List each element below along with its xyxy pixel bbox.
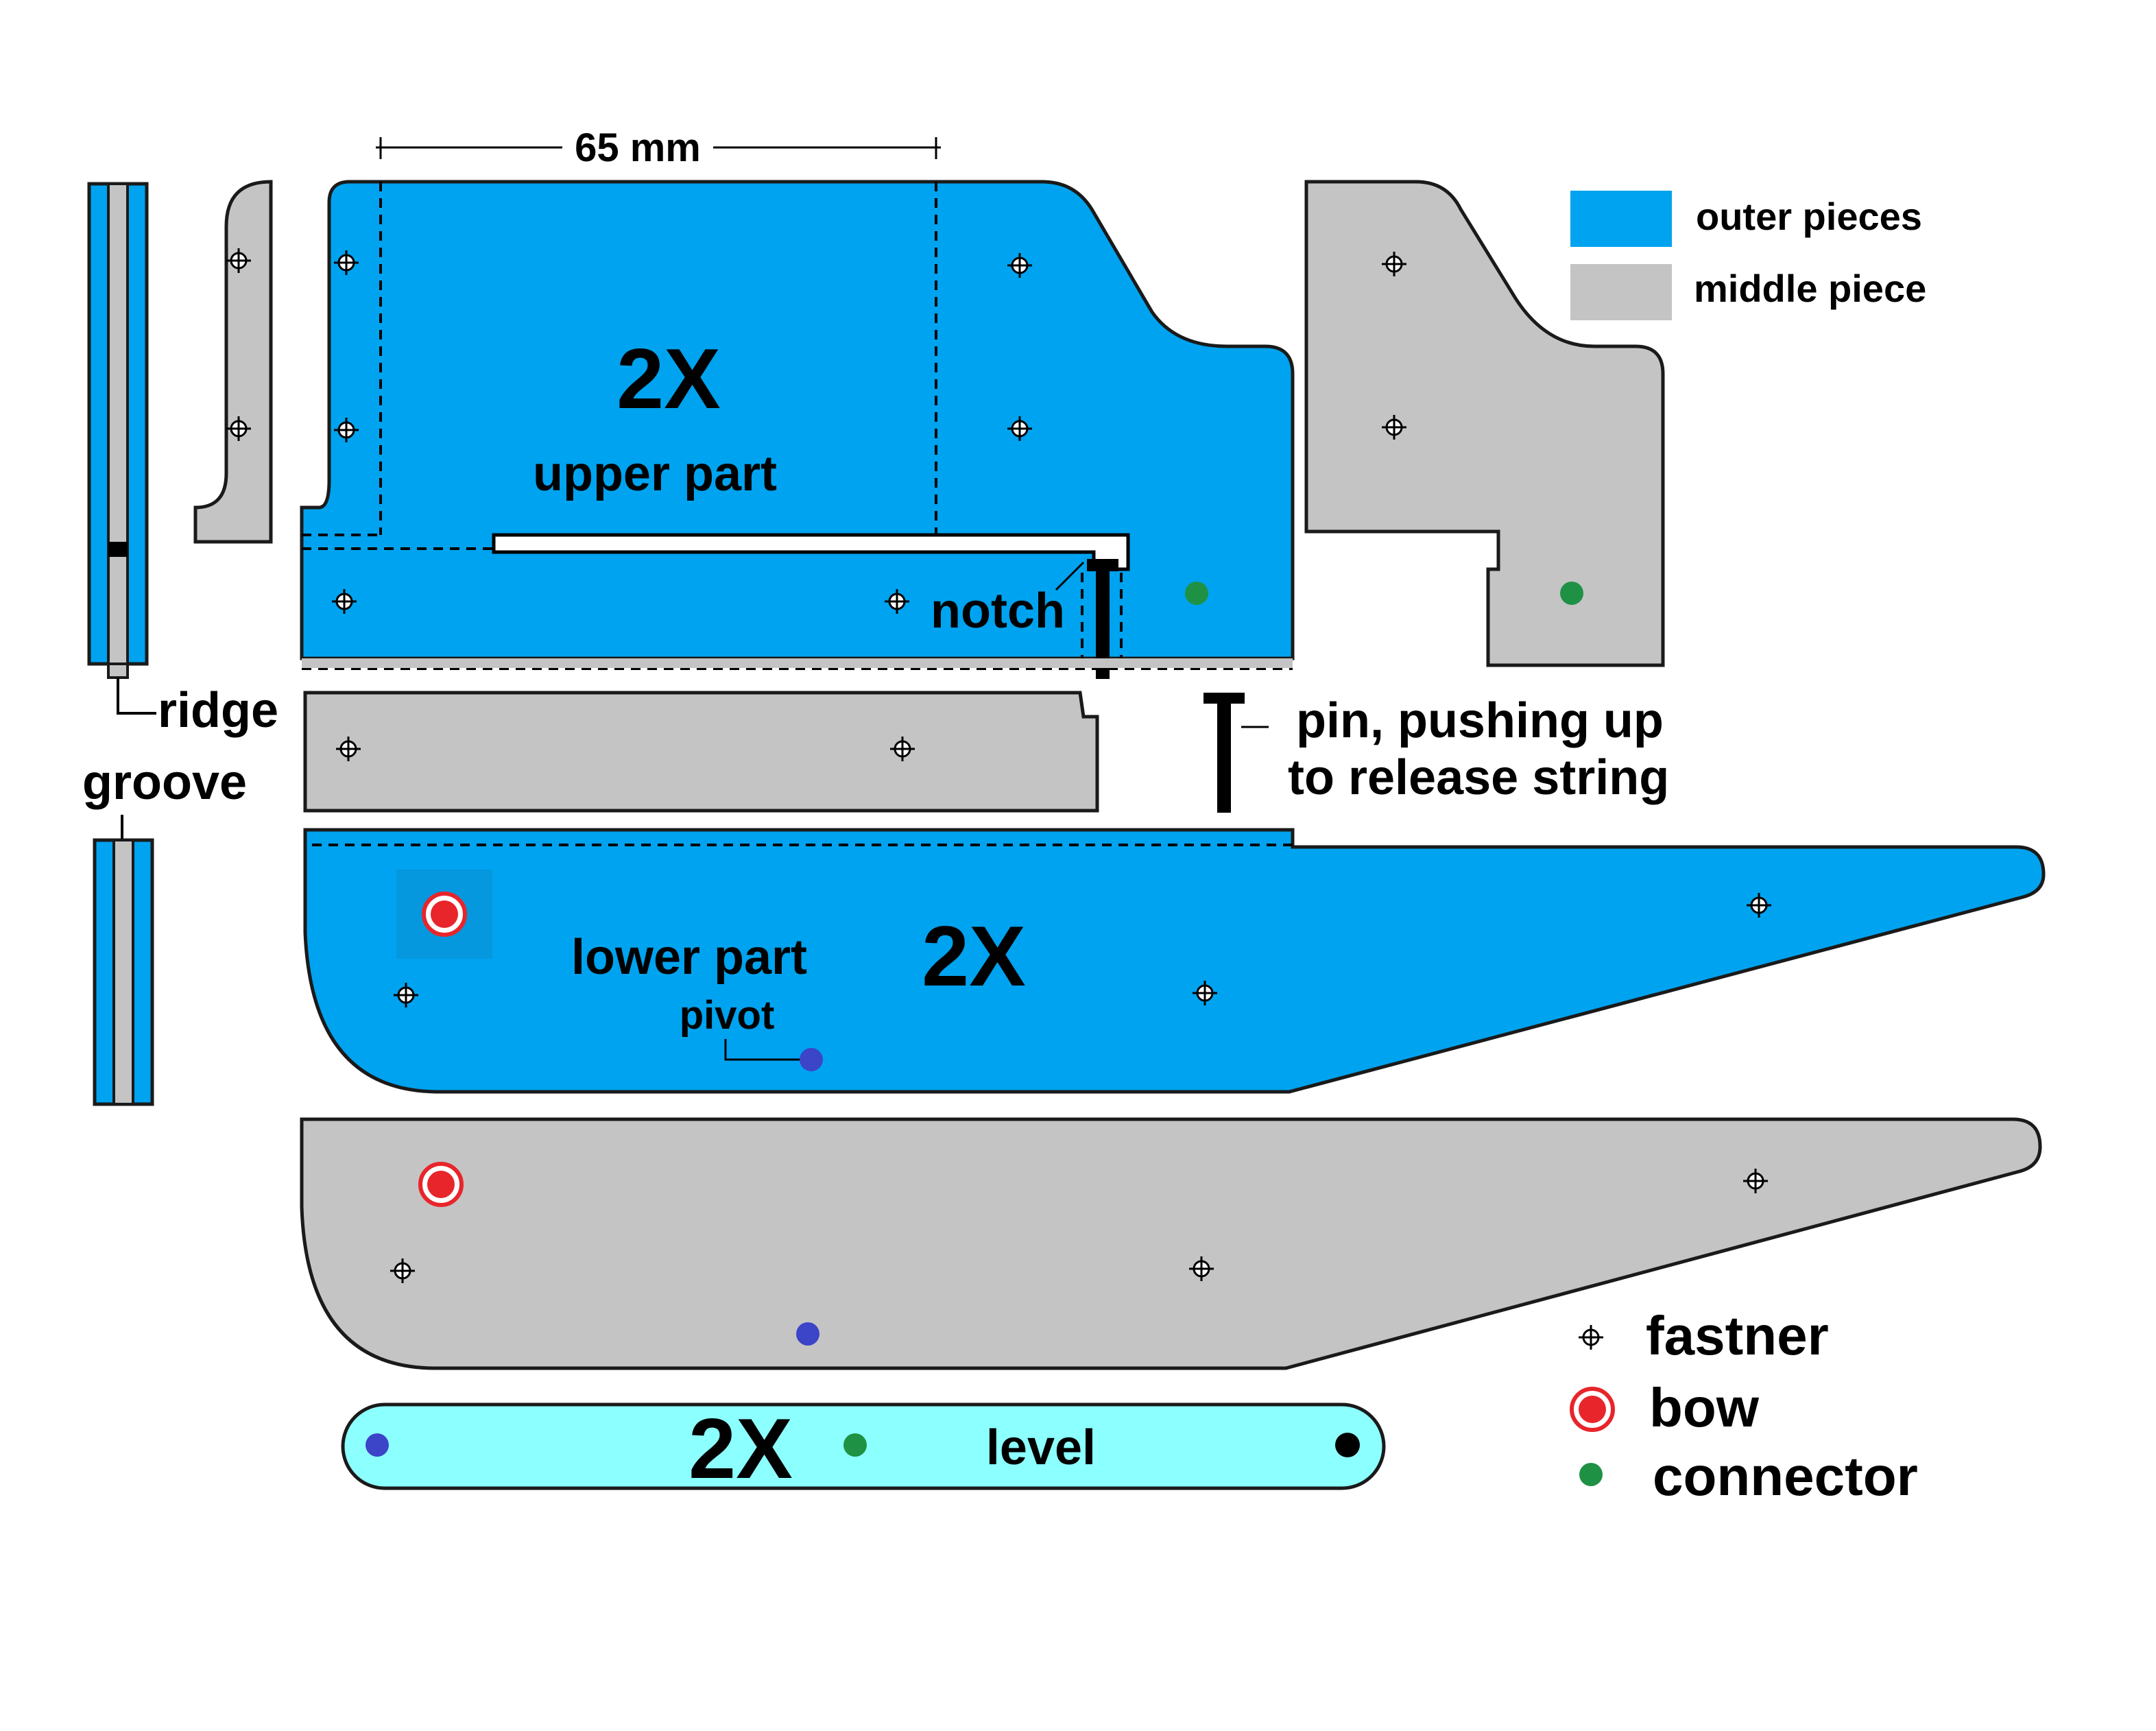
legend-middle-swatch [1570, 264, 1672, 320]
bow-icon [418, 1162, 464, 1207]
fastener-icon [1007, 416, 1032, 441]
pivot-label: pivot [680, 993, 775, 1038]
legend-fastner-label: fastner [1646, 1305, 1829, 1366]
connector-icon [1560, 582, 1583, 605]
fastener-icon [1189, 1256, 1214, 1281]
fastener-icon [334, 250, 359, 275]
fastener-icon [885, 589, 909, 614]
level-multiplier: 2X [688, 1402, 793, 1496]
lower-part-label: lower part [571, 930, 807, 985]
groove-label: groove [82, 755, 247, 810]
level-end-hole [1335, 1433, 1360, 1457]
fastener-icon [394, 983, 418, 1007]
fastener-icon [226, 248, 251, 273]
lower-part-middle-piece [300, 1117, 2042, 1370]
fastener-icon [1193, 981, 1217, 1005]
legend-middle-label: middle piece [1694, 267, 1926, 310]
upper-multiplier: 2X [616, 332, 721, 427]
fastener-icon [1579, 1325, 1603, 1350]
legend-connector-label: connector [1653, 1446, 1918, 1507]
fastener-icon [1743, 1169, 1768, 1193]
fastener-icon [1007, 253, 1032, 278]
upper-part-middle-piece [1304, 180, 1665, 667]
upper-cross-section [87, 182, 156, 715]
fastener-icon [1382, 252, 1406, 276]
fastener-icon [1747, 893, 1771, 918]
fastener-icon [226, 416, 251, 441]
upper-part-outer-piece [300, 180, 1295, 660]
dimension-65mm [376, 137, 941, 159]
fastener-icon [1382, 415, 1406, 440]
connector-icon [1185, 582, 1208, 605]
middle-side-piece [193, 180, 273, 544]
lower-part-outer-piece [303, 828, 2046, 1094]
fastener-icon [890, 737, 915, 761]
level-label: level [986, 1420, 1096, 1475]
legend-outer-label: outer pieces [1696, 195, 1922, 238]
legend: outer pieces middle piece fastner bow co… [1570, 191, 1926, 1507]
pivot-icon [800, 1048, 823, 1071]
bow-icon [1570, 1387, 1615, 1432]
connector-icon [843, 1433, 867, 1457]
middle-trigger-bar [303, 691, 1099, 813]
ridge-label: ridge [158, 683, 278, 738]
pin-label-line2: to release string [1288, 750, 1669, 805]
pivot-icon [366, 1433, 389, 1457]
legend-outer-swatch [1570, 191, 1672, 247]
dimension-label: 65 mm [575, 126, 701, 170]
lower-multiplier: 2X [922, 909, 1026, 1004]
connector-icon [1579, 1463, 1603, 1486]
bow-icon [422, 892, 467, 937]
pin-label-line1: pin, pushing up [1296, 693, 1664, 748]
lower-cross-section [93, 815, 154, 1106]
legend-bow-label: bow [1649, 1377, 1760, 1438]
pin-in-notch [1096, 566, 1110, 679]
fastener-icon [334, 418, 359, 442]
notch-label: notch [931, 584, 1065, 638]
fastener-icon [332, 589, 357, 614]
fastener-icon [336, 737, 361, 761]
fastener-icon [390, 1258, 415, 1283]
fastener-icon [1579, 1325, 1603, 1350]
pivot-icon [796, 1322, 819, 1346]
upper-part-label: upper part [533, 446, 777, 501]
release-pin [1203, 693, 1269, 813]
